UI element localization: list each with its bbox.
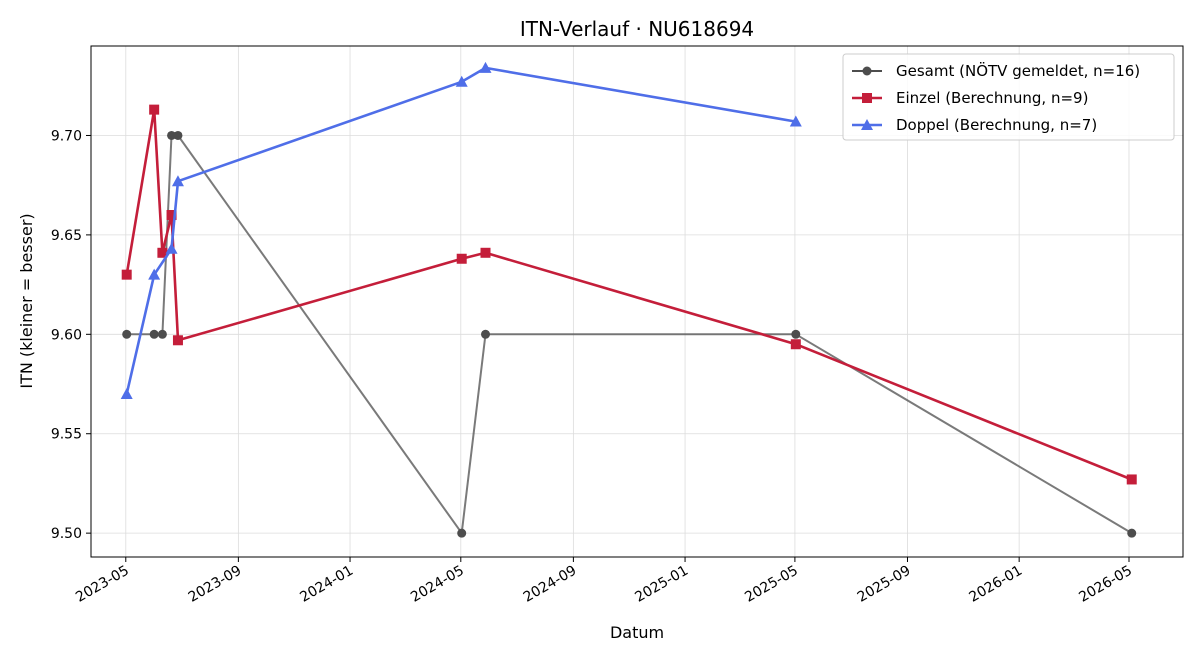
legend-entry: Gesamt (NÖTV gemeldet, n=16) <box>852 61 1140 80</box>
data-point <box>790 339 801 350</box>
data-point <box>171 175 184 187</box>
data-point <box>457 528 467 538</box>
grid-layer <box>91 46 1183 557</box>
chart-title: ITN-Verlauf · NU618694 <box>520 17 754 41</box>
y-tick-label: 9.50 <box>51 526 82 542</box>
series-2 <box>120 61 802 399</box>
y-axis: 9.50 9.55 9.60 9.65 9.70 <box>51 128 91 542</box>
legend-marker <box>862 93 872 103</box>
data-point <box>1126 474 1137 485</box>
data-point <box>120 387 133 399</box>
data-point <box>148 268 161 280</box>
y-tick-label: 9.65 <box>51 228 82 244</box>
y-tick-label: 9.60 <box>51 327 82 343</box>
data-point <box>166 210 177 221</box>
data-point <box>149 329 159 339</box>
legend-label: Einzel (Berechnung, n=9) <box>896 89 1088 107</box>
legend-entry: Doppel (Berechnung, n=7) <box>852 116 1097 134</box>
plot-frame <box>90 45 1184 558</box>
data-point <box>456 253 467 264</box>
legend-label: Gesamt (NÖTV gemeldet, n=16) <box>896 61 1140 80</box>
series-0 <box>122 130 1137 538</box>
data-point <box>157 329 167 339</box>
x-tick-label: 2026-01 <box>966 563 1025 606</box>
data-point <box>1127 528 1137 538</box>
legend-marker <box>862 66 872 76</box>
legend-entry: Einzel (Berechnung, n=9) <box>852 89 1088 107</box>
data-point <box>480 247 491 258</box>
data-point <box>791 329 801 339</box>
data-point <box>121 269 132 280</box>
data-point <box>157 247 168 258</box>
x-tick-label: 2025-01 <box>632 563 691 606</box>
x-axis: 2023-05 2023-09 2024-01 2024-05 2024-09 2025-… <box>73 557 1135 606</box>
legend-frame <box>842 53 1175 141</box>
x-tick-label: 2024-05 <box>408 563 467 606</box>
data-point <box>481 329 491 339</box>
x-tick-label: 2025-09 <box>855 563 914 606</box>
data-point <box>149 104 160 115</box>
data-point <box>165 242 178 254</box>
y-tick-label: 9.55 <box>51 427 82 443</box>
x-tick-label: 2024-09 <box>521 563 580 606</box>
data-point <box>122 329 132 339</box>
legend-label: Doppel (Berechnung, n=7) <box>896 116 1097 134</box>
series-layer <box>120 61 1137 538</box>
series-line <box>125 108 1133 481</box>
legend: Gesamt (NÖTV gemeldet, n=16) Einzel (Bere… <box>842 53 1175 141</box>
data-point <box>167 130 177 140</box>
y-tick-label: 9.70 <box>51 128 82 144</box>
data-point <box>479 61 492 73</box>
x-tick-label: 2023-05 <box>73 563 132 606</box>
x-tick-label: 2024-01 <box>297 563 356 606</box>
legend-marker <box>861 119 873 130</box>
x-tick-label: 2025-05 <box>742 563 801 606</box>
data-point <box>173 130 183 140</box>
x-tick-label: 2023-09 <box>186 563 245 606</box>
x-axis-title: Datum <box>610 623 664 642</box>
data-point <box>789 115 802 127</box>
data-point <box>172 335 183 346</box>
series-line <box>125 66 797 395</box>
y-axis-title: ITN (kleiner = besser) <box>17 213 36 388</box>
x-tick-label: 2026-05 <box>1076 563 1135 606</box>
data-point <box>455 75 468 87</box>
series-1 <box>121 104 1137 485</box>
